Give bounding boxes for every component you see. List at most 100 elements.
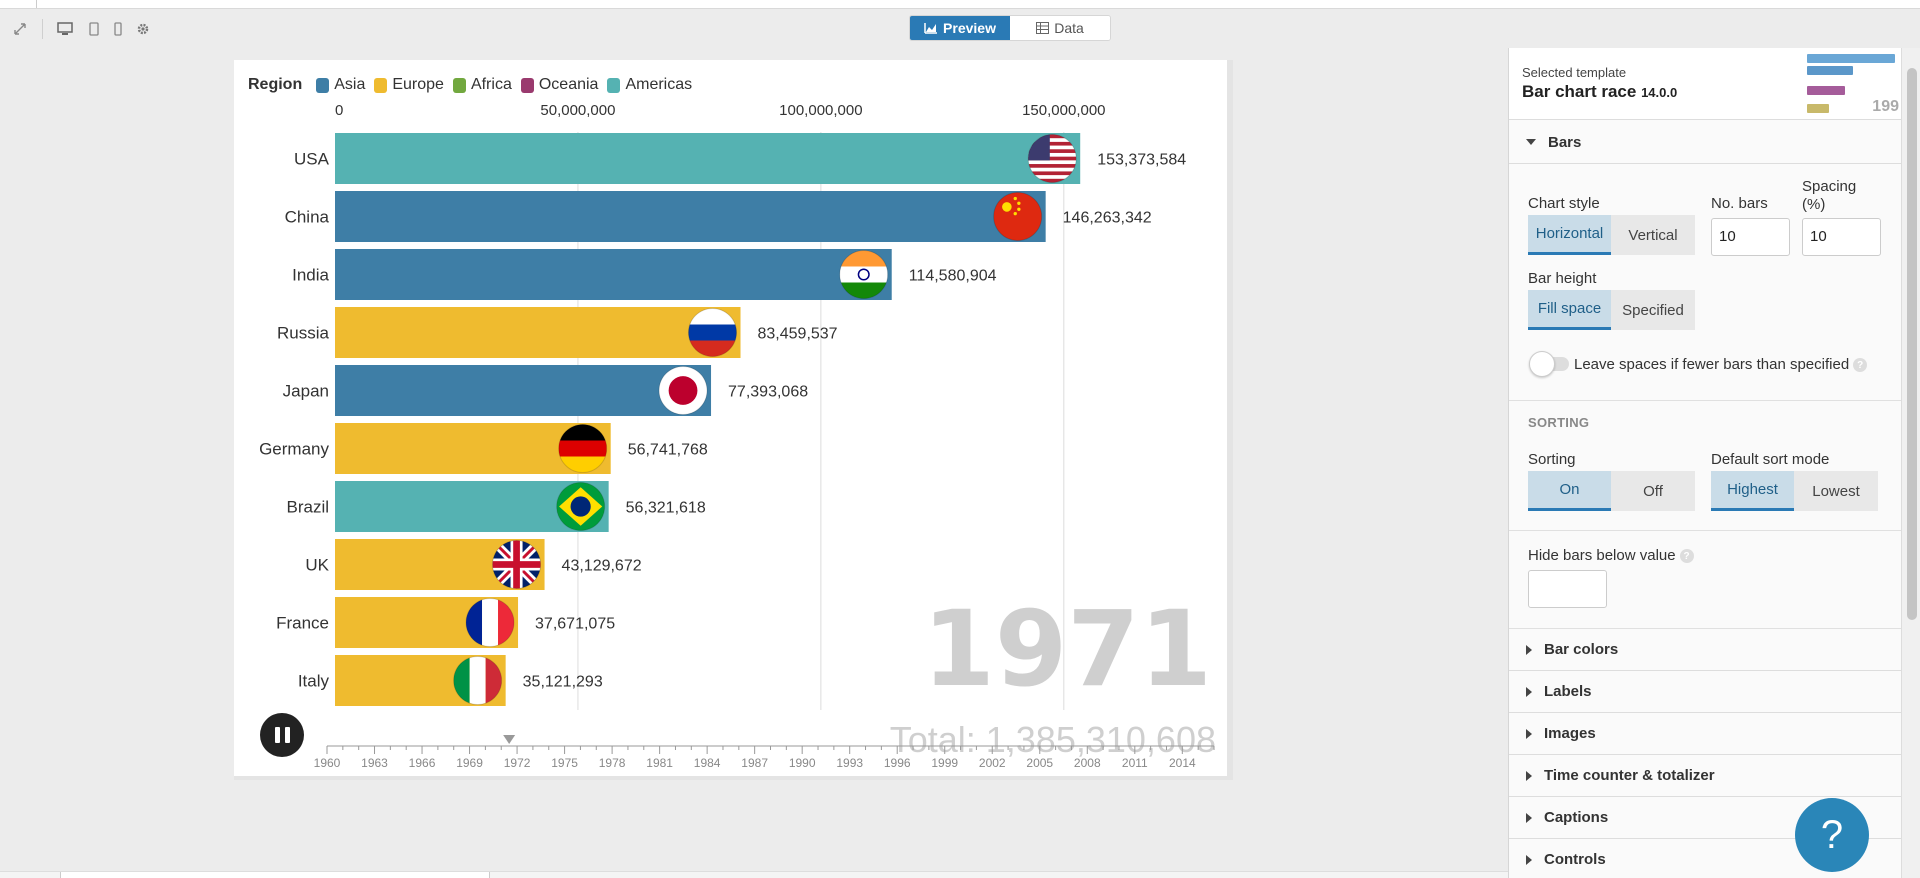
legend-item-asia[interactable]: Asia — [316, 76, 365, 94]
default-sort-label: Default sort mode — [1711, 451, 1830, 468]
help-button[interactable]: ? — [1795, 798, 1869, 872]
section-label: Time counter & totalizer — [1544, 767, 1715, 784]
chart-card: Region Asia Europe Africa Oceania Americ… — [234, 60, 1233, 780]
legend-item-oceania[interactable]: Oceania — [520, 76, 598, 94]
expand-icon[interactable] — [12, 21, 28, 37]
bar — [335, 133, 1081, 184]
category-label: Japan — [283, 382, 329, 401]
leave-spaces-toggle[interactable] — [1529, 351, 1571, 377]
section-time-counter[interactable]: Time counter & totalizer — [1509, 755, 1901, 797]
bar-row: Italy 35,121,293 — [298, 655, 603, 706]
sort-highest[interactable]: Highest — [1711, 471, 1794, 511]
timeline-label: 1984 — [694, 756, 721, 770]
italy-flag-icon — [453, 656, 502, 705]
bar-height-specified[interactable]: Specified — [1611, 290, 1695, 330]
timeline-label: 2005 — [1026, 756, 1053, 770]
china-flag-icon — [993, 192, 1042, 241]
tab-preview[interactable]: Preview — [910, 16, 1010, 40]
axis-tick-label: 50,000,000 — [540, 102, 615, 119]
template-selector[interactable]: Selected template Bar chart race 14.0.0 … — [1509, 48, 1901, 120]
value-label: 56,321,618 — [626, 500, 706, 517]
help-icon[interactable]: ? — [1853, 358, 1868, 373]
leave-spaces-label: Leave spaces if fewer bars than specifie… — [1574, 356, 1868, 373]
panel-scrollbar[interactable] — [1901, 48, 1920, 878]
timeline-label: 1996 — [884, 756, 911, 770]
brazil-flag-icon — [556, 482, 605, 531]
sorting-on[interactable]: On — [1528, 471, 1611, 511]
legend-label: Africa — [470, 76, 512, 93]
category-label: Brazil — [286, 498, 329, 517]
template-name: Bar chart race 14.0.0 — [1522, 82, 1677, 102]
section-bars[interactable]: Bars — [1509, 121, 1901, 164]
legend-item-europe[interactable]: Europe — [374, 76, 444, 94]
section-bar-colors[interactable]: Bar colors — [1509, 629, 1901, 671]
sort-lowest[interactable]: Lowest — [1794, 471, 1878, 511]
spacing-input[interactable]: 10 — [1802, 218, 1881, 256]
toolbar: Preview Data — [0, 9, 1920, 47]
france-flag-icon — [466, 598, 515, 647]
bar-height-toggle: Fill space Specified — [1528, 290, 1695, 330]
caret-down-icon — [1526, 139, 1536, 145]
bar-height-fill-space[interactable]: Fill space — [1528, 290, 1611, 330]
legend-swatch — [374, 77, 388, 93]
bar — [335, 249, 892, 300]
timeline-label: 2002 — [979, 756, 1006, 770]
category-label: China — [285, 208, 330, 227]
template-thumbnail: 199 — [1807, 50, 1901, 116]
tab-data[interactable]: Data — [1010, 16, 1110, 40]
value-label: 35,121,293 — [523, 674, 603, 691]
timeline-handle[interactable] — [503, 735, 516, 744]
section-images[interactable]: Images — [1509, 713, 1901, 755]
chart-style-horizontal[interactable]: Horizontal — [1528, 215, 1611, 255]
timeline-label: 1990 — [789, 756, 816, 770]
timeline-label: 2011 — [1122, 756, 1148, 770]
caret-right-icon — [1526, 854, 1532, 865]
timeline-label: 1975 — [551, 756, 578, 770]
sorting-off[interactable]: Off — [1611, 471, 1695, 511]
no-bars-label: No. bars — [1711, 195, 1768, 212]
help-icon[interactable]: ? — [1679, 549, 1694, 564]
category-label: France — [276, 614, 329, 633]
legend-swatch — [520, 77, 534, 93]
bar-row: India 114,580,904 — [292, 249, 997, 300]
russia-flag-icon — [688, 308, 737, 357]
legend-item-americas[interactable]: Americas — [607, 76, 692, 94]
caret-right-icon — [1526, 644, 1532, 655]
tablet-icon[interactable] — [86, 21, 102, 37]
chart-icon — [924, 23, 938, 34]
chart-style-toggle: Horizontal Vertical — [1528, 215, 1695, 255]
timeline-label: 1978 — [599, 756, 626, 770]
bar-row: France 37,671,075 — [276, 597, 615, 648]
category-label: India — [292, 266, 329, 285]
pause-button[interactable] — [260, 713, 304, 757]
value-label: 153,373,584 — [1097, 152, 1186, 169]
mobile-icon[interactable] — [110, 21, 126, 37]
timeline-label: 1987 — [741, 756, 768, 770]
settings-icon[interactable] — [135, 21, 151, 37]
desktop-icon[interactable] — [57, 21, 73, 37]
legend-item-africa[interactable]: Africa — [452, 76, 512, 94]
timeline-label: 1969 — [456, 756, 483, 770]
section-captions[interactable]: Captions — [1509, 797, 1901, 839]
section-controls[interactable]: Controls — [1509, 839, 1901, 878]
legend-label: Asia — [334, 76, 366, 93]
chart-style-vertical[interactable]: Vertical — [1611, 215, 1695, 255]
caret-right-icon — [1526, 686, 1532, 697]
hide-bars-input[interactable] — [1528, 570, 1607, 608]
bar-row: China 146,263,342 — [285, 191, 1152, 242]
section-label: Labels — [1544, 683, 1592, 700]
section-labels[interactable]: Labels — [1509, 671, 1901, 713]
timeline-label: 1963 — [361, 756, 388, 770]
tab-preview-label: Preview — [943, 20, 996, 36]
legend-swatch — [607, 77, 621, 93]
axis-tick-label: 100,000,000 — [779, 102, 862, 119]
timeline-label: 1993 — [836, 756, 863, 770]
spacing-label-unit: (%) — [1802, 196, 1826, 213]
legend-swatch — [316, 77, 330, 93]
sorting-heading: SORTING — [1528, 415, 1590, 430]
bar-row: Germany 56,741,768 — [259, 423, 708, 474]
no-bars-input[interactable]: 10 — [1711, 218, 1790, 256]
value-label: 56,741,768 — [628, 442, 708, 459]
bar-row: Japan 77,393,068 — [283, 365, 808, 416]
category-label: Italy — [298, 672, 330, 691]
